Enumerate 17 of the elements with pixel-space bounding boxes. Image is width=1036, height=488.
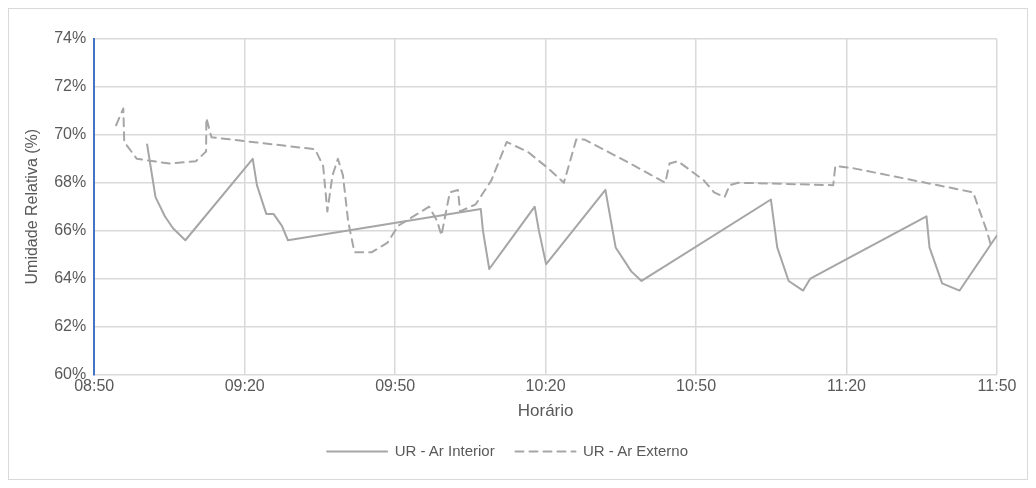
legend-label: UR - Ar Interior — [394, 441, 495, 459]
y-tick-label: 64% — [54, 268, 87, 286]
x-tick-label: 10:50 — [676, 377, 717, 395]
y-tick-label: 72% — [54, 77, 87, 95]
x-tick-label: 09:50 — [375, 377, 416, 395]
y-tick-label: 70% — [54, 125, 87, 143]
y-tick-label: 68% — [54, 173, 87, 191]
y-tick-label: 66% — [54, 221, 87, 239]
legend-label: UR - Ar Externo — [583, 441, 689, 459]
y-axis-title: Umidade Relativa (%) — [23, 128, 41, 285]
x-tick-label: 11:50 — [977, 377, 1017, 395]
x-tick-label: 10:20 — [525, 377, 566, 395]
y-tick-label: 62% — [54, 316, 87, 334]
x-tick-label: 11:20 — [827, 377, 867, 395]
y-tick-label: 74% — [54, 29, 87, 47]
x-axis-title: Horário — [517, 401, 574, 421]
x-tick-label: 09:20 — [224, 377, 265, 395]
